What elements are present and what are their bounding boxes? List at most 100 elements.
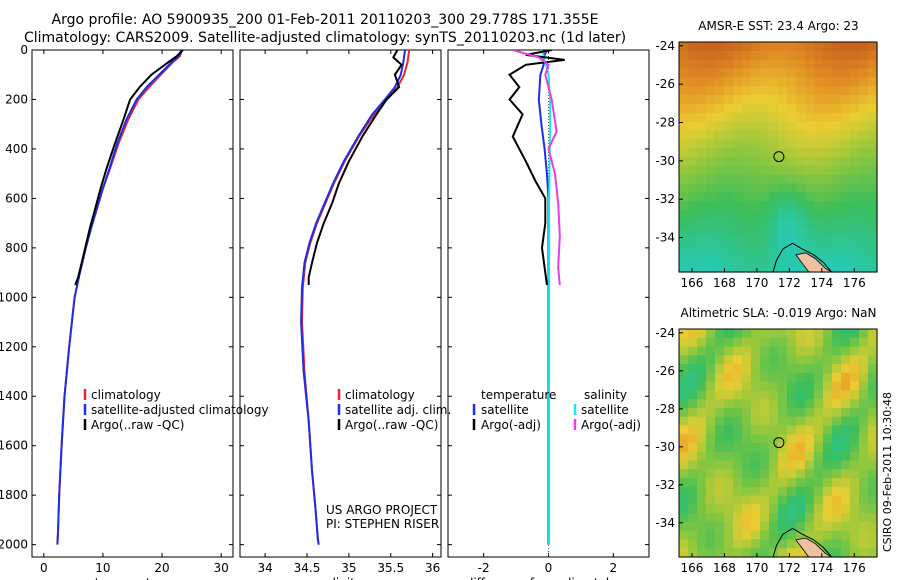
sla-map-cell [850, 434, 860, 444]
sla-map-cell [850, 329, 860, 339]
sla-map-cell [832, 337, 842, 348]
sla-map-cell [859, 364, 869, 374]
sla-map-cell [823, 381, 833, 391]
sst-map-cell [742, 77, 752, 87]
sst-map-cell [805, 218, 815, 229]
sst-map-cell [859, 201, 869, 211]
sla-map-cell [850, 460, 860, 470]
sla-map-cell [850, 548, 860, 558]
sla-map-cell [796, 407, 806, 418]
sst-map-cell [850, 148, 860, 158]
sla-map-cell [796, 364, 806, 374]
sla-map-cell [778, 425, 788, 435]
sst-map-cell [724, 210, 734, 220]
sla-map-cell [805, 504, 815, 514]
temperature-ytick-label: 1400 [0, 389, 28, 403]
sst-map-cell [850, 77, 860, 87]
sst-map-cell [850, 103, 860, 114]
sla-map-cell [814, 337, 824, 348]
csiro-timestamp: CSIRO 09-Feb-2011 10:30:48 [881, 391, 894, 552]
sst-map-cell [715, 183, 725, 193]
sla-map-cell [832, 548, 842, 558]
sst-map-cell [715, 86, 725, 96]
sst-map-cell [778, 86, 788, 96]
sla-map-cell [814, 530, 824, 541]
sla-map-cell [850, 504, 860, 514]
sst-map-cell [697, 165, 707, 176]
sla-map-xtick-label: 170 [745, 561, 768, 575]
sst-map-cell [688, 148, 698, 158]
sla-map-cell [715, 364, 725, 374]
sla-map-cell [868, 513, 878, 523]
sla-map-cell [796, 355, 806, 365]
sla-map-cell [751, 381, 761, 391]
sla-map-cell [778, 478, 788, 488]
sla-map-cell [841, 530, 851, 541]
sst-map-cell [805, 50, 815, 61]
sst-map-cell [679, 112, 689, 123]
sst-map-cell [841, 130, 851, 140]
sst-map-cell [715, 227, 725, 238]
sla-map-cell [814, 364, 824, 374]
sst-map-cell [823, 50, 833, 61]
sst-map-cell [823, 95, 833, 105]
sla-map-cell [760, 521, 770, 532]
sla-map-cell [796, 434, 806, 444]
sst-map-cell [724, 263, 734, 273]
sst-map-cell [733, 165, 743, 176]
sst-map-cell [742, 192, 752, 202]
sla-map-cell [841, 443, 851, 453]
sst-map-cell [805, 86, 815, 96]
sla-map-argo-marker [773, 437, 785, 449]
sst-map-cell [688, 77, 698, 87]
sla-map-cell [697, 495, 707, 505]
sla-map-cell [859, 504, 869, 514]
sla-map-cell [697, 407, 707, 418]
sst-map-cell [760, 86, 770, 96]
sst-map-cell [859, 103, 869, 114]
sla-map-cell [688, 443, 698, 453]
sla-map-cell [697, 399, 707, 409]
sst-map-cell [850, 227, 860, 238]
sla-map-cell [859, 407, 869, 418]
sst-map-xtick-label: 166 [681, 276, 704, 290]
sla-map-cell [787, 364, 797, 374]
sla-map-cell [778, 416, 788, 427]
sst-map-cell [778, 210, 788, 220]
sla-map-cell [823, 434, 833, 444]
sla-map-cell [697, 346, 707, 356]
sst-map-cell [868, 174, 878, 185]
sst-map-cell [796, 263, 806, 273]
sst-map-cell [796, 59, 806, 70]
sst-map-cell [805, 139, 815, 149]
temperature-legend-label: climatology [91, 388, 161, 402]
sla-map-cell [697, 530, 707, 541]
difference-series-salinity-satellite [541, 50, 552, 545]
sst-map-ytick-label: -28 [655, 116, 675, 130]
sst-map-cell [841, 103, 851, 114]
sla-map-cell [706, 495, 716, 505]
sst-map-cell [868, 218, 878, 229]
sla-map-cell [724, 372, 734, 383]
sla-map-cell [688, 364, 698, 374]
sst-map-cell [742, 86, 752, 96]
sla-map-cell [805, 521, 815, 532]
sla-map-cell [679, 337, 689, 348]
sla-map-cell [859, 425, 869, 435]
sst-map-cell [814, 174, 824, 185]
sla-map-cell [841, 434, 851, 444]
sla-map-cell [814, 434, 824, 444]
sst-map-cell [697, 112, 707, 123]
sst-map-cell [769, 95, 779, 105]
sst-map-cell [832, 227, 842, 238]
sst-map-cell [787, 183, 797, 193]
sst-map-cell [742, 218, 752, 229]
sla-map-cell [868, 399, 878, 409]
sla-map-cell [697, 521, 707, 532]
sst-map-cell [823, 139, 833, 149]
sst-map-cell [805, 183, 815, 193]
sst-map-cell [859, 148, 869, 158]
sst-map-cell [832, 42, 842, 52]
salinity-xtick-label: 35.5 [377, 561, 404, 575]
